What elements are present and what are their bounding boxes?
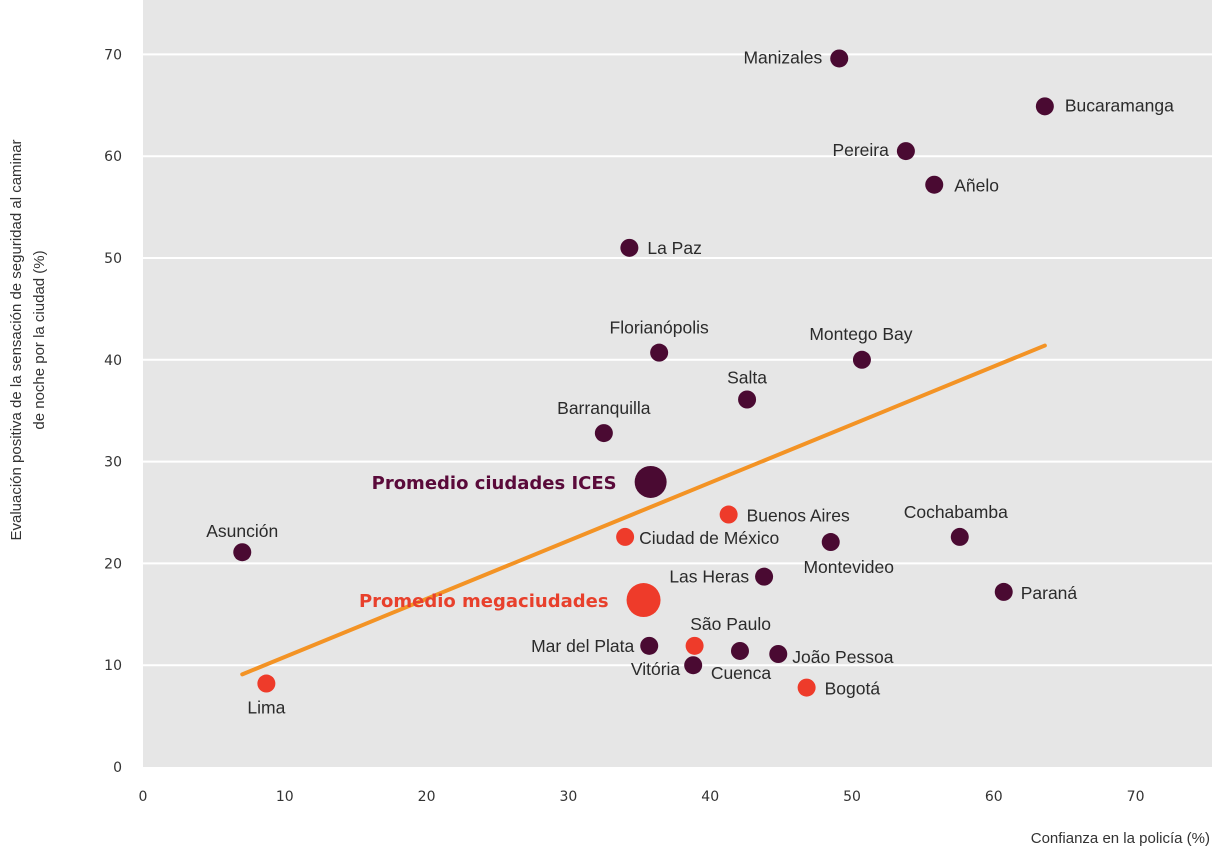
x-tick-label: 50 [843,789,861,805]
y-axis-ticks: 0 10 20 30 40 50 60 70 [104,47,122,776]
x-tick-label: 40 [701,789,719,805]
data-label: Asunción [206,521,278,541]
y-tick-label: 40 [104,353,122,369]
data-point [925,175,944,194]
data-point [755,567,774,586]
x-axis-ticks: 0 10 20 30 40 50 60 70 [139,789,1145,805]
y-axis-title-line-2: de noche por la ciudad (%) [31,250,48,429]
data-label: Bogotá [825,679,881,699]
data-labels: Manizales Bucaramanga Pereira Añelo La Paz Fl… [206,47,1174,717]
average-point [626,583,661,618]
data-point [950,527,969,546]
data-point [640,636,659,655]
data-label: Añelo [954,176,999,196]
data-label: Cochabamba [904,502,1008,522]
data-point [738,390,757,409]
data-point [830,49,849,68]
average-label: Promedio ciudades ICES [372,473,617,494]
data-label: São Paulo [690,614,771,634]
data-label: Pereira [832,140,889,160]
data-point [821,533,840,552]
data-points [233,49,1054,697]
data-point [685,636,704,655]
x-tick-label: 0 [139,789,148,805]
y-tick-label: 10 [104,658,122,674]
data-label: Bucaramanga [1065,95,1174,115]
data-label: Vitória [631,659,681,679]
data-label: João Pessoa [792,647,893,667]
plot-background [143,0,1212,767]
data-point [994,582,1013,601]
average-label: Promedio megaciudades [359,591,609,612]
x-axis-title: Confianza en la policía (%) [1031,830,1210,847]
data-point [233,543,252,562]
data-label: La Paz [647,238,701,258]
y-tick-label: 20 [104,556,122,572]
y-tick-label: 70 [104,47,122,63]
gridlines [143,53,1212,667]
x-tick-label: 60 [985,789,1003,805]
y-tick-label: 0 [113,760,122,776]
data-label: Mar del Plata [531,636,634,656]
data-label: Florianópolis [610,318,709,338]
average-point [634,465,667,498]
data-point [257,674,276,693]
data-point [594,424,613,443]
data-point [1035,97,1054,116]
data-label: Las Heras [669,567,749,587]
x-tick-label: 70 [1127,789,1145,805]
data-label: Cuenca [711,663,772,683]
data-label: Salta [727,368,767,388]
data-label: Lima [247,698,285,718]
y-tick-label: 50 [104,251,122,267]
data-label: Manizales [743,47,822,67]
x-tick-label: 30 [559,789,577,805]
data-point [719,505,738,524]
data-point [650,343,669,362]
data-point [797,678,816,697]
data-point [769,645,788,664]
y-axis-title-line-1: Evaluación positiva de la sensación de s… [8,139,25,540]
data-label: Ciudad de México [639,528,779,548]
data-point [852,350,871,369]
data-point [620,238,639,257]
data-point [616,527,635,546]
data-point [896,142,915,161]
x-tick-label: 20 [418,789,436,805]
data-label: Montego Bay [809,324,912,344]
data-label: Barranquilla [557,398,651,418]
data-label: Buenos Aires [747,506,850,526]
data-point [730,641,749,660]
data-point [684,656,703,675]
data-label: Montevideo [803,557,893,577]
y-tick-label: 30 [104,455,122,471]
data-label: Paraná [1021,583,1078,603]
trend-line [240,343,1047,677]
x-tick-label: 10 [276,789,294,805]
y-tick-label: 60 [104,149,122,165]
